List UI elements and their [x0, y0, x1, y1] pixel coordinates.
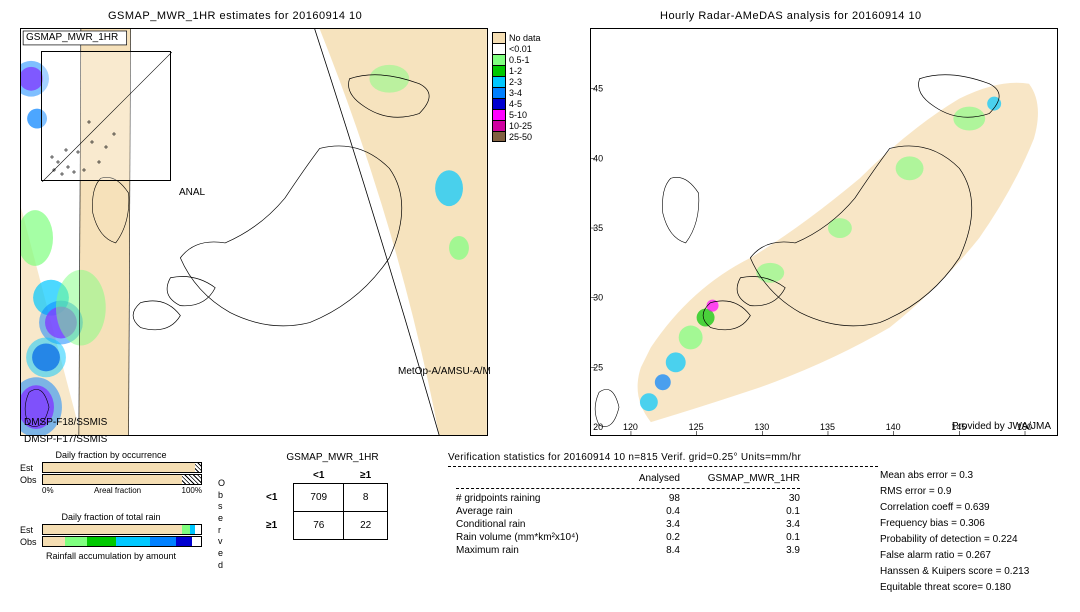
inset-anal-label: ANAL: [179, 187, 205, 198]
verification-header: Verification statistics for 20160914 10 …: [448, 452, 801, 463]
contingency-title: GSMAP_MWR_1HR: [250, 452, 415, 463]
svg-text:130: 130: [754, 422, 769, 432]
precip-legend: No data <0.01 0.5-1 1-2 2-3 3-4 4-5 5-10…: [492, 32, 554, 142]
provider-label: Provided by JWA/JMA: [952, 421, 1051, 432]
left-map-overlay-label: GSMAP_MWR_1HR: [26, 32, 118, 43]
totalrain-bars: Daily fraction of total rain Est Obs Rai…: [20, 512, 202, 563]
sat-label-metop: MetOp-A/AMSU-A/M: [398, 366, 491, 377]
right-map-panel: 454035 302520 120125130 135140145 150 Pr…: [590, 28, 1058, 436]
svg-text:125: 125: [689, 422, 704, 432]
observed-axis-label: Observed: [218, 478, 225, 572]
svg-text:140: 140: [886, 422, 901, 432]
contingency-table: <1≥1 <17098 ≥17622: [250, 468, 388, 540]
left-map-title: GSMAP_MWR_1HR estimates for 20160914 10: [108, 10, 362, 22]
svg-text:120: 120: [623, 422, 638, 432]
right-map-svg: 454035 302520 120125130 135140145 150: [591, 29, 1057, 435]
bottom-stats-section: Daily fraction by occurrence Est Obs 0%A…: [0, 450, 1080, 612]
sat-label-f18: DMSP-F18/SSMIS: [24, 417, 107, 428]
comparison-stats-table: AnalysedGSMAP_MWR_1HR # gridpoints raini…: [448, 472, 808, 557]
svg-text:135: 135: [820, 422, 835, 432]
inset-scatter: 024 6810 024 6810: [41, 51, 171, 181]
occurrence-bars: Daily fraction by occurrence Est Obs 0%A…: [20, 450, 202, 495]
sat-label-f17: DMSP-F17/SSMIS: [24, 434, 107, 445]
right-map-title: Hourly Radar-AMeDAS analysis for 2016091…: [660, 10, 922, 22]
verification-metrics: Mean abs error = 0.3 RMS error = 0.9 Cor…: [880, 468, 1029, 596]
svg-text:20: 20: [593, 422, 603, 432]
